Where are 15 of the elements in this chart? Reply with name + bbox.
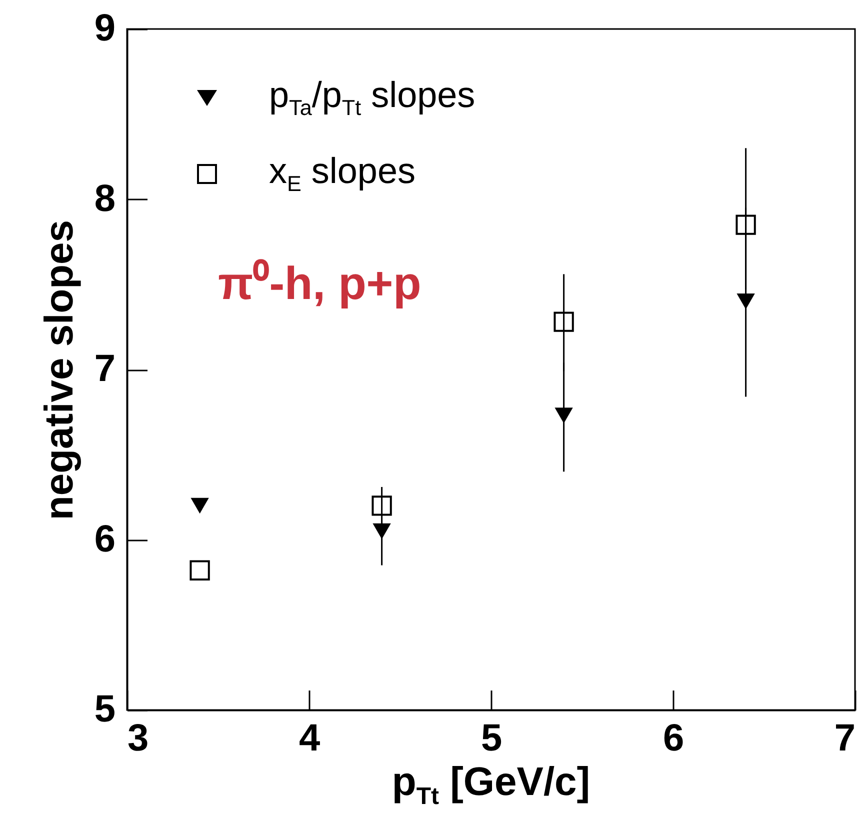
annotation: π⁰-h, p+p — [218, 256, 422, 311]
x-tick-label: 4 — [298, 718, 320, 760]
x-tick-label: 3 — [128, 718, 149, 760]
y-axis-title: negative slopes — [37, 220, 82, 520]
legend-label: p$_{Ta}$/p$_{Tt}$ slopes — [269, 74, 476, 122]
y-tick-label: 5 — [94, 688, 116, 730]
y-tick-label: 8 — [94, 178, 116, 220]
x-tick-label: 5 — [480, 718, 502, 760]
legend-label: x$_{E}$ slopes — [269, 150, 416, 198]
x-axis-title: p$_{Tt}$ [GeV/c] — [390, 760, 592, 811]
x-tick-label: 7 — [834, 718, 856, 760]
y-tick-label: 9 — [94, 8, 116, 50]
y-tick-label: 6 — [94, 518, 116, 560]
x-tick-label: 6 — [662, 718, 684, 760]
y-tick-label: 7 — [94, 348, 116, 390]
